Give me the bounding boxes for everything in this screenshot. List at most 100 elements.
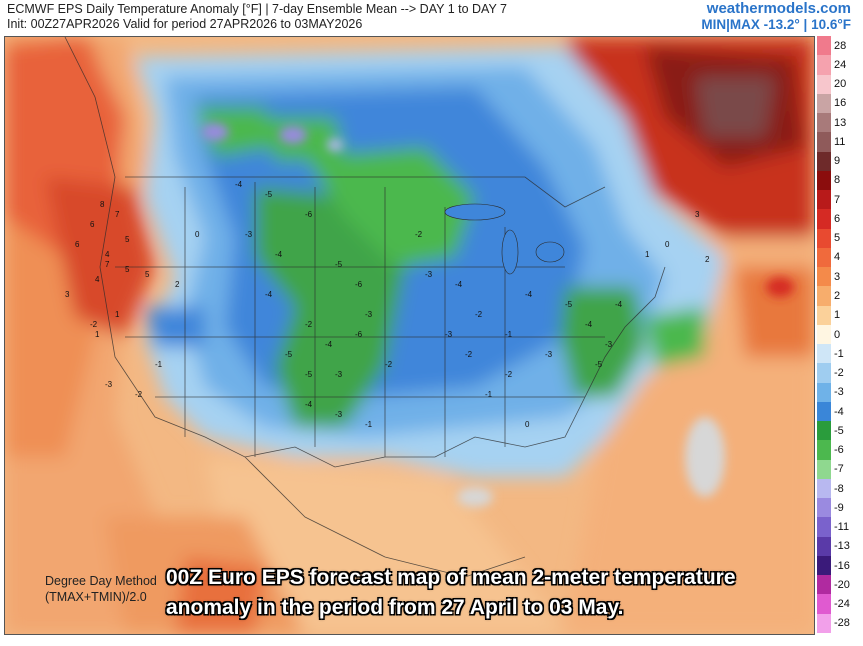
anomaly-value-label: -2: [305, 320, 313, 329]
anomaly-value-label: 2: [175, 280, 180, 289]
legend-swatch: [817, 305, 831, 326]
anomaly-value-label: -4: [235, 180, 243, 189]
legend-tick-label: 20: [834, 78, 847, 91]
anomaly-value-label: 1: [645, 250, 650, 259]
anomaly-value-label: -5: [285, 350, 293, 359]
anomaly-value-label: -4: [265, 290, 273, 299]
great-lakes: [444, 203, 565, 275]
anomaly-value-label: -4: [305, 400, 313, 409]
legend-swatch: [817, 324, 831, 345]
legend-tick-label: 2: [834, 289, 841, 302]
anomaly-value-label: -5: [595, 360, 603, 369]
anomaly-value-label: -2: [385, 360, 393, 369]
legend-tick-label: -24: [834, 598, 850, 611]
legend-tick-label: 11: [834, 135, 846, 148]
legend-swatch: [817, 36, 831, 56]
legend-tick-label: 1: [834, 309, 841, 322]
header-bar: ECMWF EPS Daily Temperature Anomaly [°F]…: [0, 0, 863, 36]
anomaly-value-label: -3: [545, 350, 553, 359]
anomaly-value-label: -4: [275, 250, 283, 259]
legend-swatch: [817, 401, 831, 422]
anomaly-value-label: -1: [155, 360, 163, 369]
anomaly-value-label: 5: [125, 265, 130, 274]
anomaly-value-label: -5: [565, 300, 573, 309]
anomaly-map: 8 7 6 5 4 6 5 4 3 7 5 2 1 1 0 -2 -1 -3 -2 -4 -5 -6 -3 -4 -5 -6 -3…: [4, 36, 815, 635]
caption-line-1: 00Z Euro EPS forecast map of mean 2-mete…: [166, 566, 736, 589]
map-canvas: 8 7 6 5 4 6 5 4 3 7 5 2 1 1 0 -2 -1 -3 -2 -4 -5 -6 -3 -4 -5 -6 -3…: [5, 37, 814, 634]
legend-swatch: [817, 113, 831, 133]
anomaly-value-label: -3: [365, 310, 373, 319]
legend-swatch: [817, 613, 831, 634]
legend-swatch: [817, 363, 831, 384]
brand-logo[interactable]: weathermodels.com: [706, 0, 851, 17]
min-max-readout: MIN|MAX -13.2° | 10.6°F: [701, 17, 851, 32]
legend-swatch: [817, 594, 831, 615]
legend-tick-label: -16: [834, 559, 850, 572]
anomaly-value-label: -2: [90, 320, 98, 329]
anomaly-value-label: -3: [105, 380, 113, 389]
legend-tick-label: -5: [834, 424, 844, 437]
legend-tick-label: 24: [834, 58, 847, 71]
legend-swatch: [817, 190, 831, 210]
map-title: ECMWF EPS Daily Temperature Anomaly [°F]…: [7, 2, 507, 16]
legend-tick-label: 3: [834, 270, 841, 283]
legend-swatch: [817, 151, 831, 172]
anomaly-value-label: 5: [125, 235, 130, 244]
anomaly-value-label: 0: [525, 420, 530, 429]
anomaly-value-label: -4: [325, 340, 333, 349]
legend-swatch: [817, 478, 831, 499]
anomaly-value-label: -1: [365, 420, 373, 429]
anomaly-value-label: 4: [105, 250, 110, 259]
legend-swatch: [817, 93, 831, 114]
legend-tick-label: -2: [834, 367, 844, 380]
legend-swatch: [817, 421, 831, 441]
legend-swatch: [817, 536, 831, 557]
legend-swatch: [817, 459, 831, 480]
anomaly-value-label: -1: [485, 390, 493, 399]
legend-swatch: [817, 55, 831, 75]
legend-tick-label: -11: [834, 521, 850, 534]
anomaly-value-label: -6: [355, 280, 363, 289]
anomaly-value-label: -3: [335, 410, 343, 419]
anomaly-labels-central: -4 -5 -6 -3 -4 -5 -6 -3 -2 -4 -5 -3 -6 -4 -2 -1 -3 -5 -4 -2: [235, 180, 423, 429]
legend-swatch: [817, 498, 831, 518]
legend-tick-label: 8: [834, 174, 841, 187]
color-legend: 28 24 20 16 13 11 9 8 7 6 5 4 3 2 1 0 -1 -2 -3 -4 -5 -6 -7 -8 -9…: [817, 36, 863, 634]
anomaly-value-label: -2: [475, 310, 483, 319]
legend-tick-label: 16: [834, 97, 847, 110]
method-label: Degree Day Method: [45, 574, 157, 588]
anomaly-value-label: 0: [195, 230, 200, 239]
anomaly-value-label: -5: [305, 370, 313, 379]
legend-swatch: [817, 228, 831, 249]
legend-tick-label: -6: [834, 444, 844, 457]
legend-swatch: [817, 440, 831, 461]
anomaly-value-label: -4: [615, 300, 623, 309]
legend-swatch: [817, 247, 831, 268]
anomaly-value-label: 3: [695, 210, 700, 219]
legend-swatch: [817, 382, 831, 403]
method-formula: (TMAX+TMIN)/2.0: [45, 590, 147, 604]
anomaly-value-label: 6: [75, 240, 80, 249]
legend-tick-label: -13: [834, 540, 850, 553]
anomaly-value-label: 7: [105, 260, 110, 269]
legend-tick-label: -1: [834, 347, 844, 360]
legend-tick-label: -20: [834, 578, 850, 591]
legend-swatch: [817, 517, 831, 538]
anomaly-value-label: -1: [505, 330, 513, 339]
anomaly-value-label: -2: [135, 390, 143, 399]
anomaly-value-label: 0: [665, 240, 670, 249]
anomaly-value-label: 7: [115, 210, 120, 219]
anomaly-value-label: 5: [145, 270, 150, 279]
legend-tick-label: -3: [834, 386, 844, 399]
legend-swatch: [817, 344, 831, 364]
legend-tick-label: 7: [834, 193, 841, 206]
legend-tick-label: -28: [834, 617, 850, 630]
legend-swatch: [817, 267, 831, 287]
anomaly-value-label: -3: [425, 270, 433, 279]
legend-tick-label: -9: [834, 501, 844, 514]
legend-swatch: [817, 170, 831, 191]
caption-line-2: anomaly in the period from 27 April to 0…: [166, 596, 624, 619]
anomaly-value-label: 6: [90, 220, 95, 229]
anomaly-value-label: -4: [585, 320, 593, 329]
anomaly-value-label: 1: [95, 330, 100, 339]
